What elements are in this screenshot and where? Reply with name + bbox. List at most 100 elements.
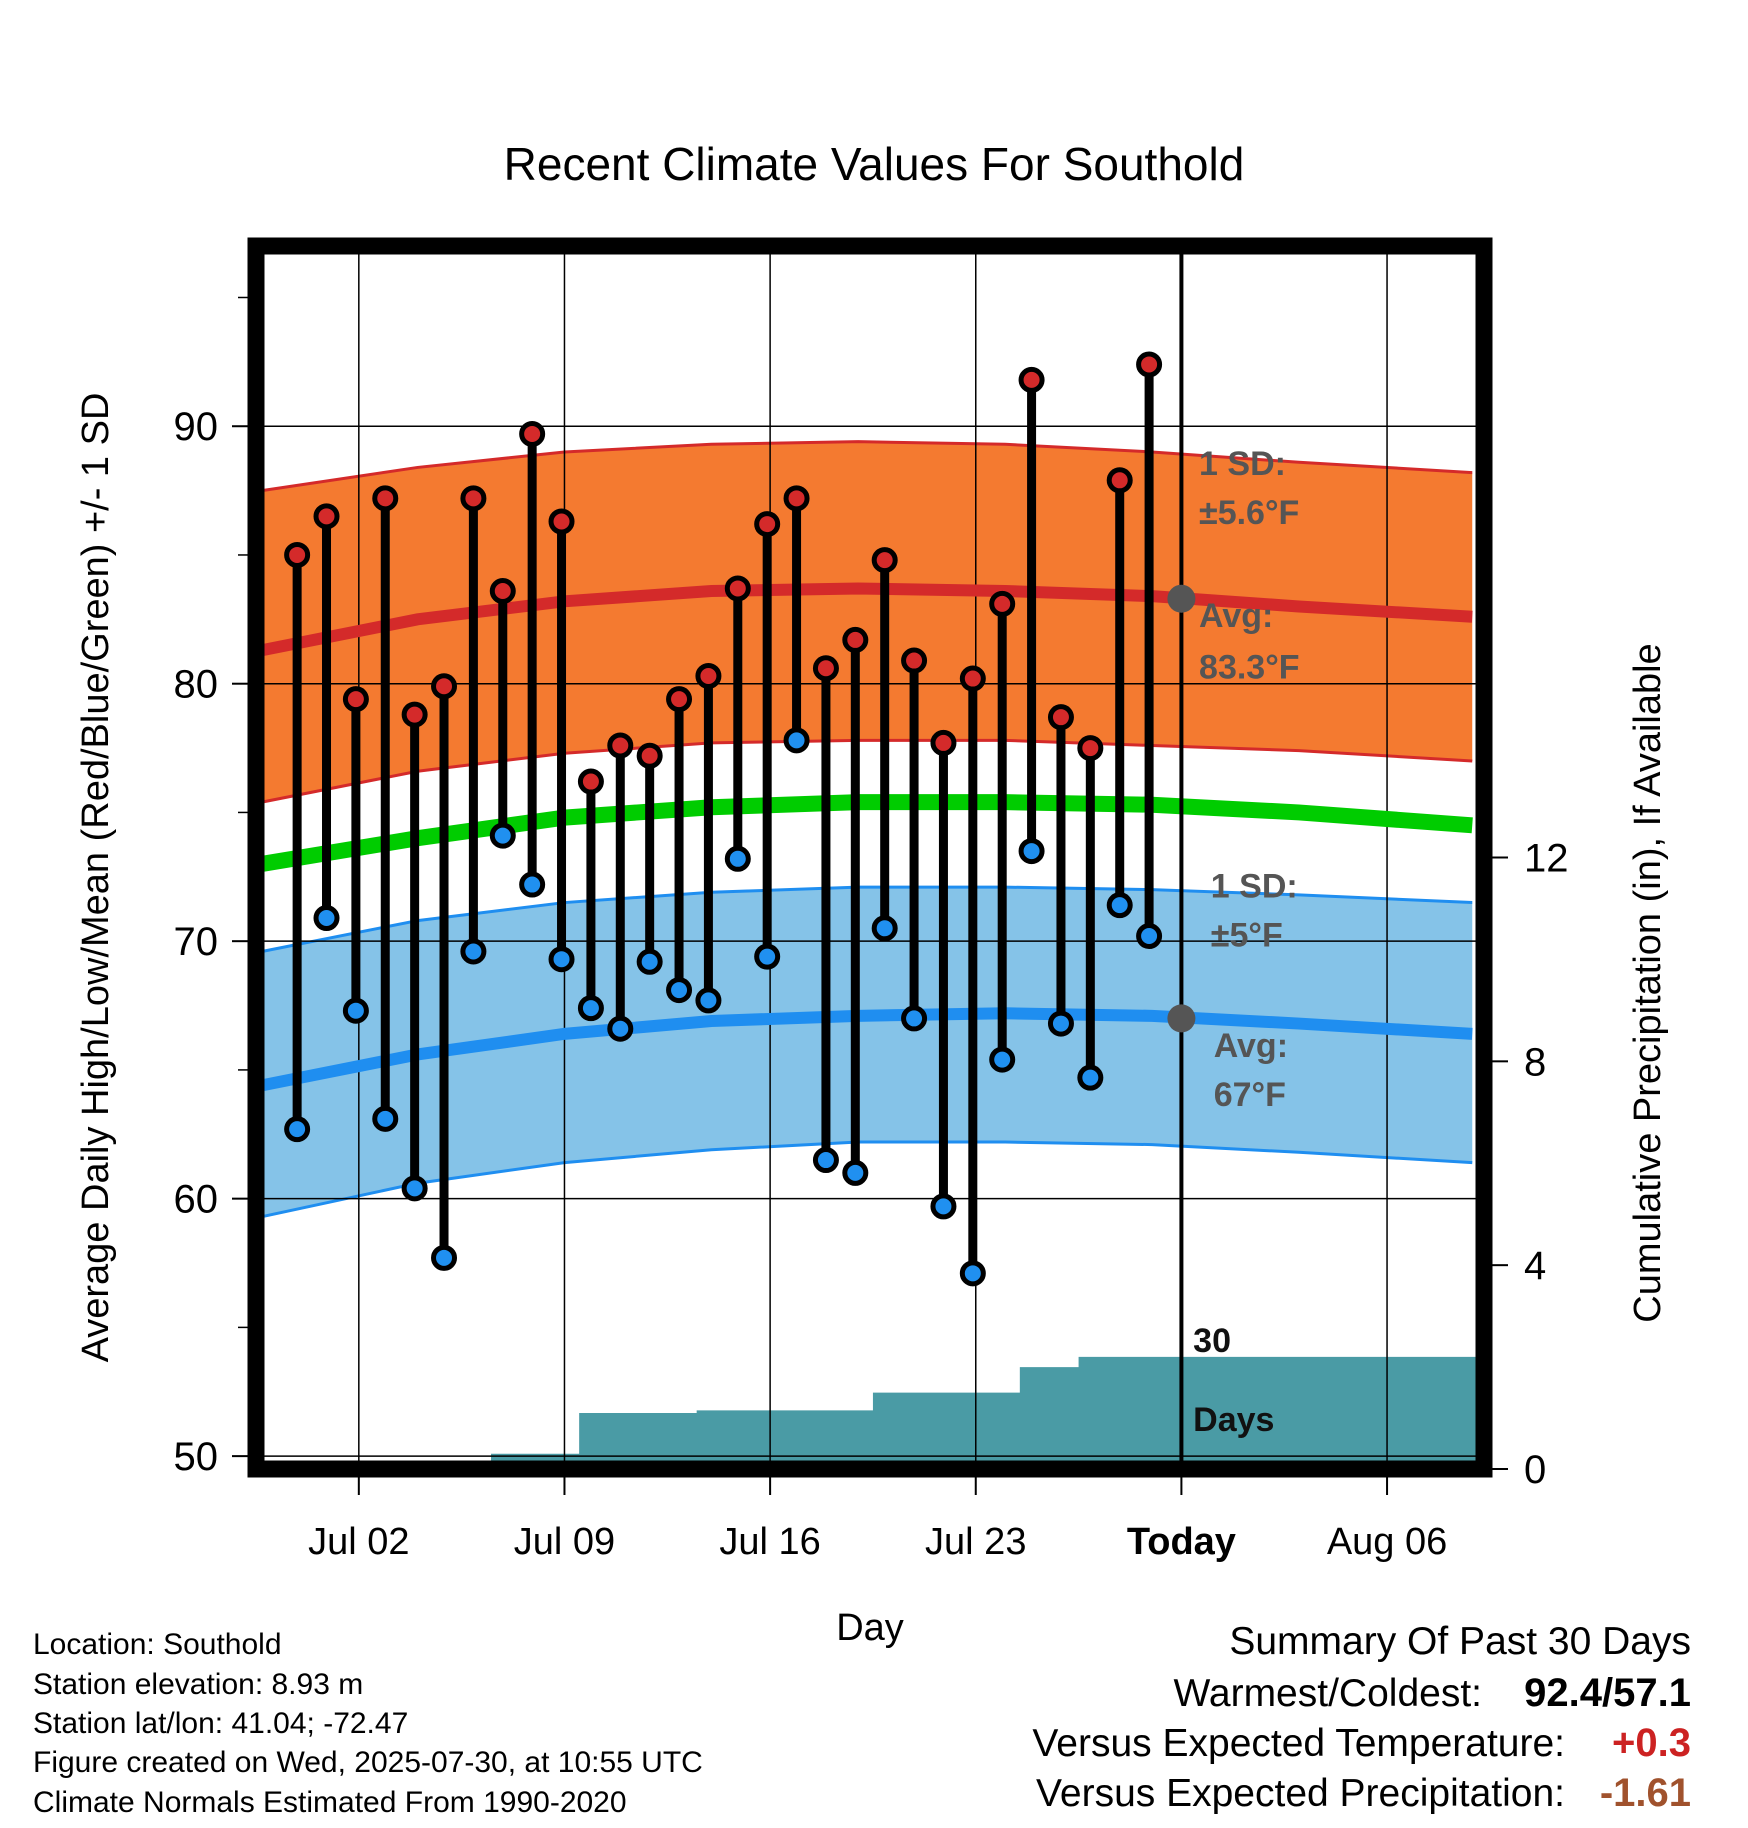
ytick-left-label: 50 [174, 1435, 219, 1479]
today-low-avg [1167, 1004, 1196, 1033]
high-point [313, 503, 340, 530]
annotation-label: ±5°F [1211, 916, 1283, 954]
low-point [489, 822, 516, 849]
xtick-label: Jul 23 [925, 1521, 1026, 1563]
high-point [1077, 735, 1104, 762]
low-point [842, 1159, 869, 1186]
high-point [695, 662, 722, 689]
high-point [989, 590, 1016, 617]
ytick-right-label: 4 [1524, 1244, 1546, 1288]
ytick-right-label: 12 [1524, 837, 1569, 881]
precip-area [261, 1356, 1484, 1469]
low-point [1106, 892, 1133, 919]
annotation-label: Avg: [1199, 597, 1273, 635]
xtick-label: Aug 06 [1327, 1521, 1447, 1563]
footer-normals: Climate Normals Estimated From 1990-2020 [33, 1786, 627, 1819]
summary-precip-value: -1.61 [1599, 1771, 1691, 1815]
high-point [930, 729, 957, 756]
footer-location: Location: Southold [33, 1628, 282, 1661]
low-point [431, 1244, 458, 1271]
high-point [666, 686, 693, 713]
xtick-label: Today [1127, 1521, 1236, 1563]
x-axis-title: Day [836, 1607, 904, 1649]
footer-latlon: Station lat/lon: 41.04; -72.47 [33, 1707, 409, 1740]
summary-temp-value: +0.3 [1612, 1721, 1691, 1765]
low-point [313, 905, 340, 932]
high-point [519, 420, 546, 447]
chart-title: Recent Climate Values For Southold [504, 138, 1245, 190]
y-axis-title-right: Cumulative Precipitation (in), If Availa… [1627, 643, 1669, 1322]
ytick-right-label: 0 [1524, 1448, 1546, 1492]
low-point [1077, 1064, 1104, 1091]
high-point [636, 742, 663, 769]
high-point [901, 647, 928, 674]
high-point [342, 686, 369, 713]
annotation-label: Avg: [1214, 1027, 1288, 1065]
annotation-label: Days [1193, 1401, 1274, 1439]
xtick-label: Jul 02 [308, 1521, 409, 1563]
low-point [1047, 1010, 1074, 1037]
low-point [1018, 838, 1045, 865]
low-point [401, 1175, 428, 1202]
summary-warm-cold-value: 92.4/57.1 [1524, 1671, 1691, 1715]
low-point [959, 1260, 986, 1287]
annotation-label: 1 SD: [1211, 867, 1298, 905]
low-point [607, 1015, 634, 1042]
annotation-label: ±5.6°F [1199, 494, 1299, 532]
low-point [871, 915, 898, 942]
annotation-label: 67°F [1214, 1076, 1286, 1114]
high-point [460, 485, 487, 512]
summary-title: Summary Of Past 30 Days [1229, 1620, 1691, 1663]
xtick-label: Jul 16 [719, 1521, 820, 1563]
xtick-label: Jul 09 [514, 1521, 615, 1563]
low-point [930, 1193, 957, 1220]
high-point [1047, 704, 1074, 731]
high-point [1136, 351, 1163, 378]
low-point [372, 1105, 399, 1132]
high-point [1018, 366, 1045, 393]
ytick-left-label: 60 [174, 1178, 219, 1222]
plot-frame [247, 237, 1493, 1478]
low-point [577, 995, 604, 1022]
summary-temp-label: Versus Expected Temperature: [1032, 1722, 1565, 1765]
footer-created: Figure created on Wed, 2025-07-30, at 10… [33, 1746, 703, 1779]
y-axis-title-left: Average Daily High/Low/Mean (Red/Blue/Gr… [75, 393, 117, 1363]
low-point [342, 997, 369, 1024]
high-point [548, 508, 575, 535]
ytick-left-label: 90 [174, 405, 219, 449]
low-point [666, 977, 693, 1004]
low-point [1136, 923, 1163, 950]
high-point [871, 547, 898, 574]
footer-elevation: Station elevation: 8.93 m [33, 1668, 364, 1701]
high-point [577, 768, 604, 795]
summary-warm-cold-label: Warmest/Coldest: [1173, 1672, 1482, 1715]
high-point [842, 626, 869, 653]
ytick-right-label: 8 [1524, 1040, 1546, 1084]
high-point [431, 673, 458, 700]
high-point [607, 732, 634, 759]
low-point [519, 871, 546, 898]
low-point [754, 943, 781, 970]
high-point [1106, 467, 1133, 494]
low-point [783, 727, 810, 754]
low-point [284, 1116, 311, 1143]
annotation-label: 83.3°F [1199, 649, 1300, 687]
low-point [695, 987, 722, 1014]
today-high-avg [1167, 584, 1196, 613]
low-point [548, 946, 575, 973]
low-point [989, 1046, 1016, 1073]
high-sd-upper-line [261, 440, 1473, 493]
annotation-label: 1 SD: [1199, 445, 1286, 483]
high-point [812, 655, 839, 682]
low-point [901, 1005, 928, 1032]
high-point [783, 485, 810, 512]
low-point [460, 938, 487, 965]
high-point [401, 701, 428, 728]
low-point [812, 1147, 839, 1174]
high-point [724, 575, 751, 602]
high-point [959, 665, 986, 692]
high-point [754, 511, 781, 538]
ytick-left-label: 80 [174, 663, 219, 707]
summary-precip-label: Versus Expected Precipitation: [1036, 1772, 1565, 1815]
